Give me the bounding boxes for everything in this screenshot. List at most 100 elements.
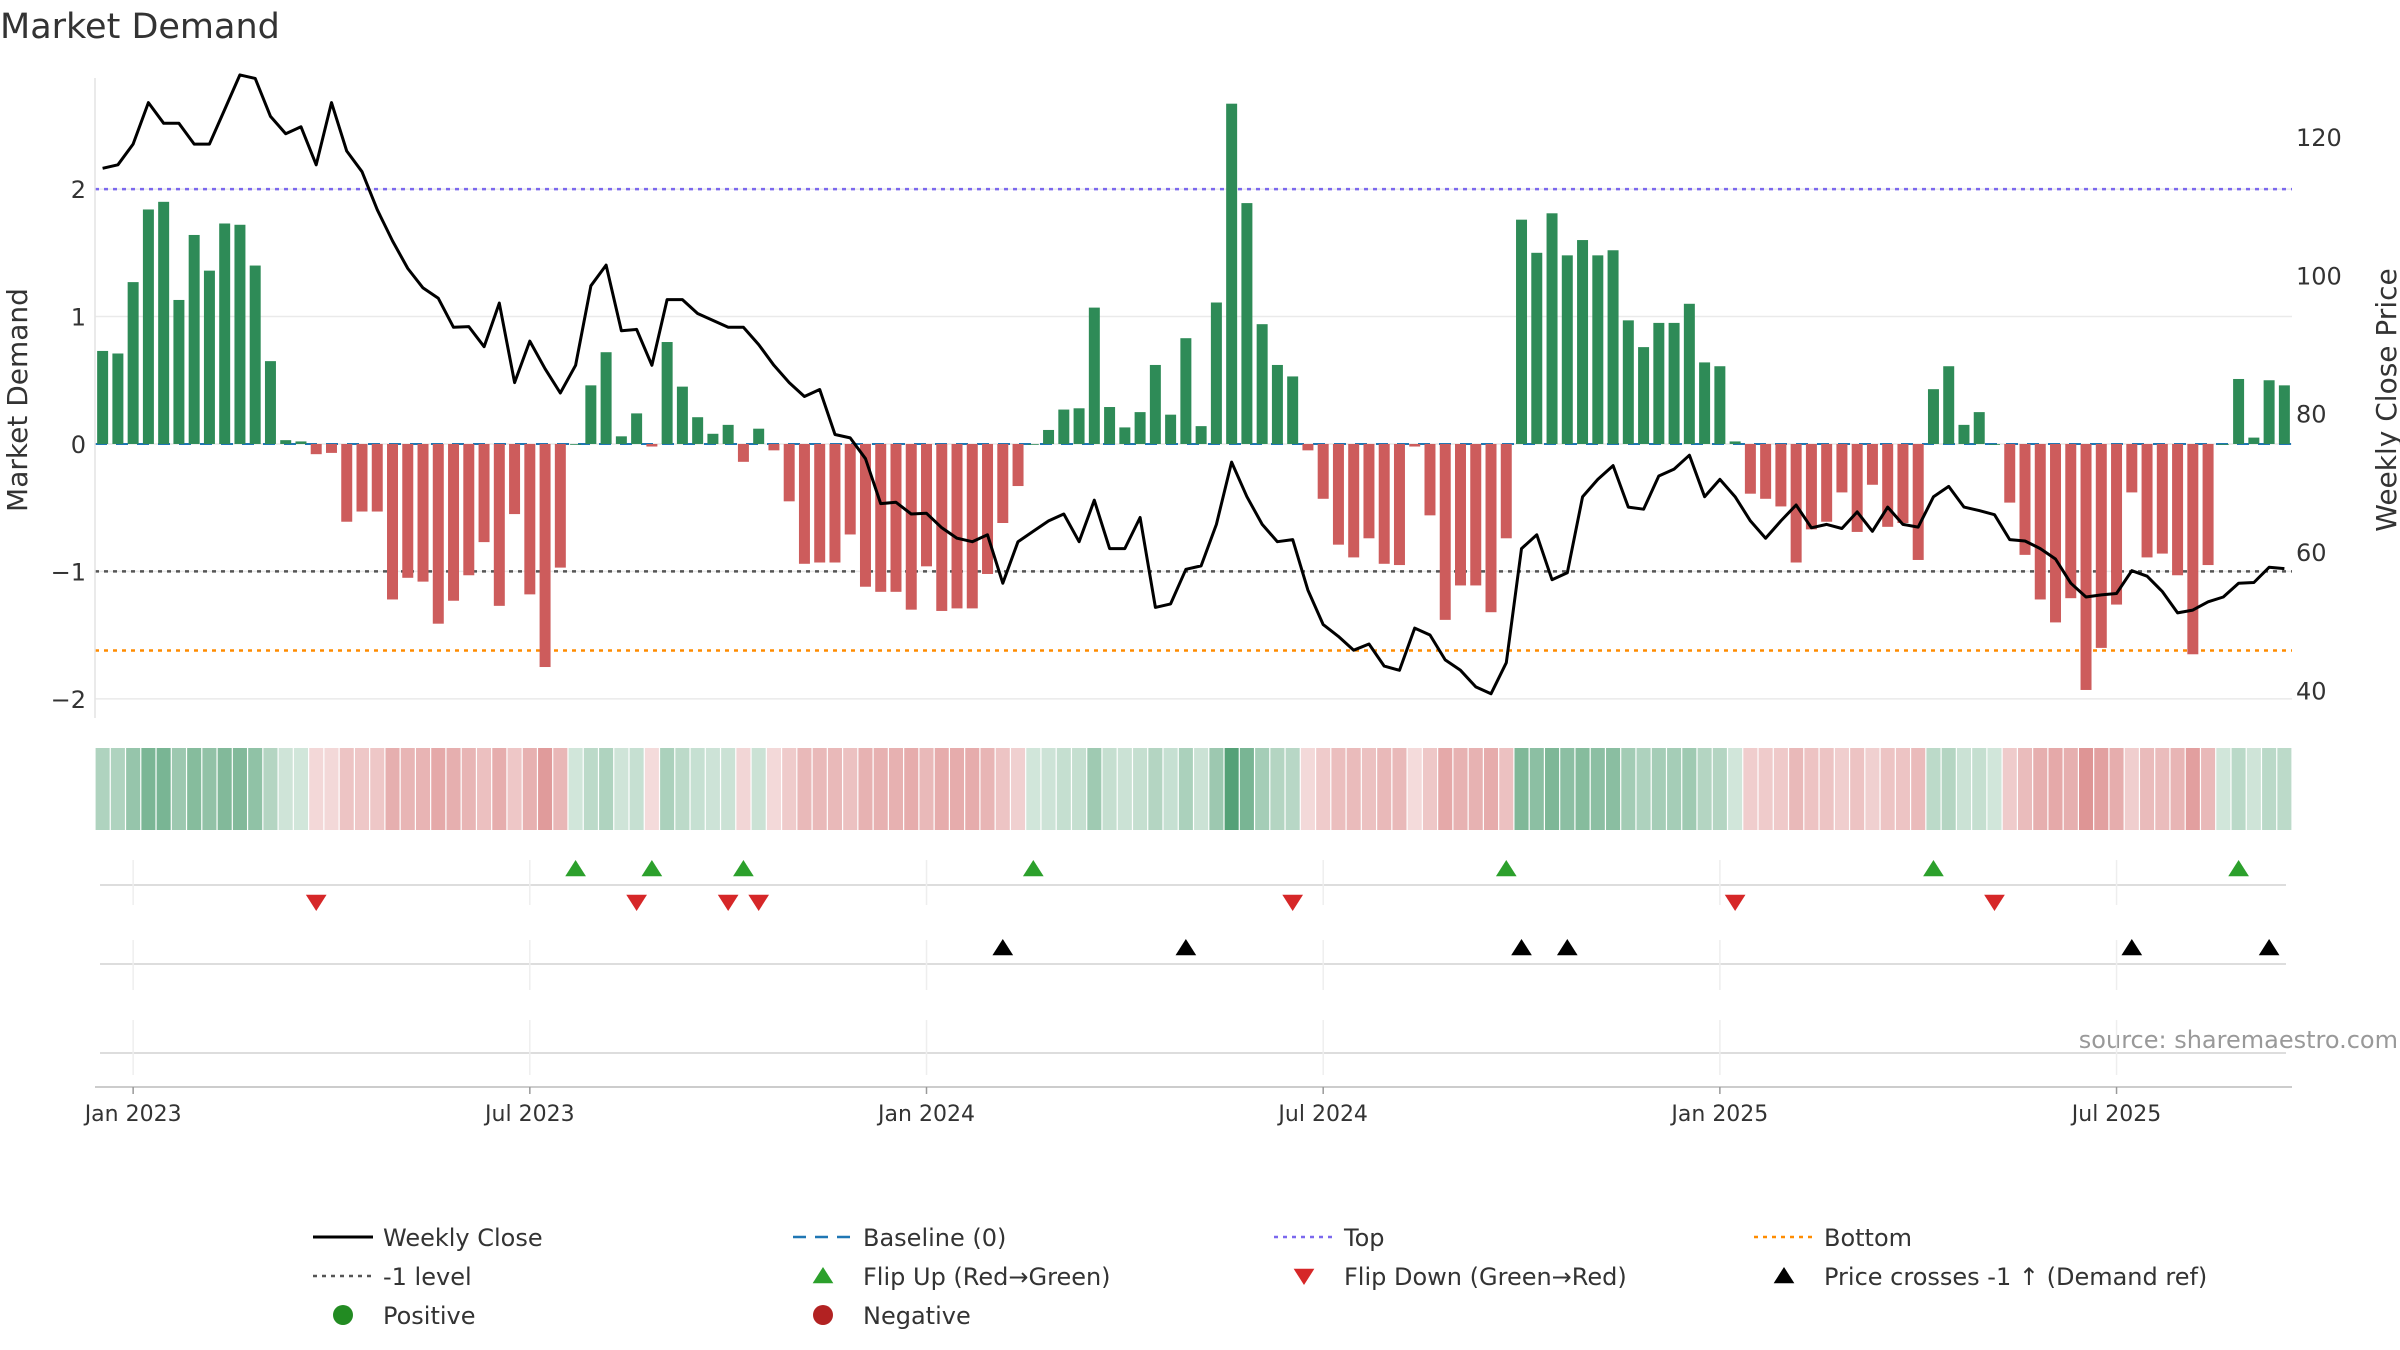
heat-cell (995, 748, 1010, 830)
heat-cell (95, 748, 110, 830)
heat-cell (1316, 748, 1331, 830)
heat-cell (1209, 748, 1224, 830)
heat-cell (1728, 748, 1743, 830)
heat-cell (1911, 748, 1926, 830)
heat-cell (1987, 748, 2002, 830)
demand-bar (1455, 443, 1466, 586)
heat-cell (156, 748, 171, 830)
legend-item: Positive (333, 1302, 476, 1330)
y2-axis-label: Weekly Close Price (2370, 268, 2400, 531)
demand-bar (676, 386, 688, 444)
heat-cell (934, 748, 949, 830)
demand-bar (1485, 443, 1497, 613)
demand-bar (1226, 103, 1238, 444)
demand-bar (310, 443, 322, 455)
price-cross-marker (2258, 939, 2280, 956)
legend-label: Positive (383, 1302, 476, 1330)
demand-bar (1332, 443, 1344, 545)
demand-bar (1851, 443, 1863, 532)
heat-cell (1697, 748, 1712, 830)
source-note: source: sharemaestro.com (2079, 1026, 2398, 1054)
demand-bar (1363, 443, 1375, 539)
demand-bar (2095, 443, 2107, 648)
y2-tick-label: 120 (2296, 124, 2342, 152)
heat-cell (1148, 748, 1163, 830)
demand-bar (921, 443, 932, 567)
demand-bar (798, 443, 810, 564)
heat-cell (1117, 748, 1132, 830)
heat-cell (370, 748, 385, 830)
demand-bar (692, 417, 704, 444)
demand-bar (1943, 366, 1955, 444)
heat-cell (1331, 748, 1346, 830)
heat-cell (2063, 748, 2078, 830)
demand-bar (2080, 443, 2092, 690)
demand-bar (1973, 412, 1985, 444)
heat-cell (2017, 748, 2033, 830)
heat-cell (110, 748, 125, 830)
flip-down-marker (626, 894, 647, 911)
legend-item: Flip Down (Green→Red) (1293, 1263, 1627, 1291)
demand-bar (554, 443, 566, 568)
heat-cell (1377, 748, 1392, 830)
price-cross-marker (992, 939, 1014, 956)
demand-bar (1195, 426, 1207, 444)
heat-cell (1102, 748, 1117, 830)
x-tick-label: Jan 2025 (1669, 1102, 1768, 1127)
demand-bar (646, 443, 658, 447)
y-tick-label: −2 (51, 686, 86, 714)
demand-bar (1073, 408, 1085, 444)
demand-bar (97, 350, 109, 444)
y-tick-label: 1 (71, 304, 86, 332)
heat-cell (1850, 748, 1865, 830)
demand-bar (264, 361, 276, 444)
legend-label: Price crosses -1 ↑ (Demand ref) (1824, 1263, 2207, 1291)
demand-bar (997, 443, 1009, 523)
demand-bar (1988, 443, 2000, 445)
heat-cell (2048, 748, 2063, 830)
demand-bar (356, 443, 368, 512)
heat-cell (2246, 748, 2261, 830)
reference-levels (95, 187, 2292, 652)
demand-bars (97, 103, 2290, 690)
heat-cell (644, 748, 659, 830)
heat-cell (736, 748, 751, 830)
heat-cell (888, 748, 904, 830)
price-cross-marker (1556, 939, 1578, 956)
heat-cell (1407, 748, 1422, 830)
demand-bar (341, 443, 353, 522)
demand-bar (783, 443, 795, 502)
flip-up-marker (1923, 860, 1944, 877)
y-axis-label: Market Demand (1, 288, 34, 512)
legend-label: Flip Down (Green→Red) (1344, 1263, 1627, 1291)
heat-cell (827, 748, 842, 830)
demand-bar (1592, 255, 1604, 444)
y2-tick-label: 100 (2296, 262, 2342, 290)
legend-swatch (812, 1267, 834, 1284)
demand-bar (982, 443, 994, 574)
flip-down-marker (305, 894, 327, 911)
legend: Weekly Close Baseline (0) Top Bottom -1 leve… (313, 1224, 2207, 1330)
x-tick-label: Jul 2025 (2070, 1102, 2162, 1127)
heat-cell (202, 748, 217, 830)
demand-bar (1836, 443, 1848, 493)
heat-cell (675, 748, 690, 830)
demand-bar (387, 443, 399, 600)
demand-bar (1516, 219, 1528, 444)
demand-bar (1927, 389, 1939, 444)
legend-item: Flip Up (Red→Green) (812, 1263, 1111, 1291)
heat-cell (1422, 748, 1438, 830)
heat-cell (2109, 748, 2124, 830)
heat-cell (2201, 748, 2216, 830)
demand-bar (1424, 443, 1436, 516)
heat-cell (1712, 748, 1727, 830)
heat-cell (766, 748, 781, 830)
demand-bar (1088, 307, 1100, 444)
demand-bar (158, 201, 170, 444)
demand-bar (1546, 213, 1558, 444)
y-tick-label: −1 (51, 558, 86, 586)
heat-cell (1453, 748, 1468, 830)
heat-cell (1529, 748, 1544, 830)
flip-up-marker (641, 860, 663, 877)
x-tick-label: Jan 2023 (83, 1102, 182, 1127)
